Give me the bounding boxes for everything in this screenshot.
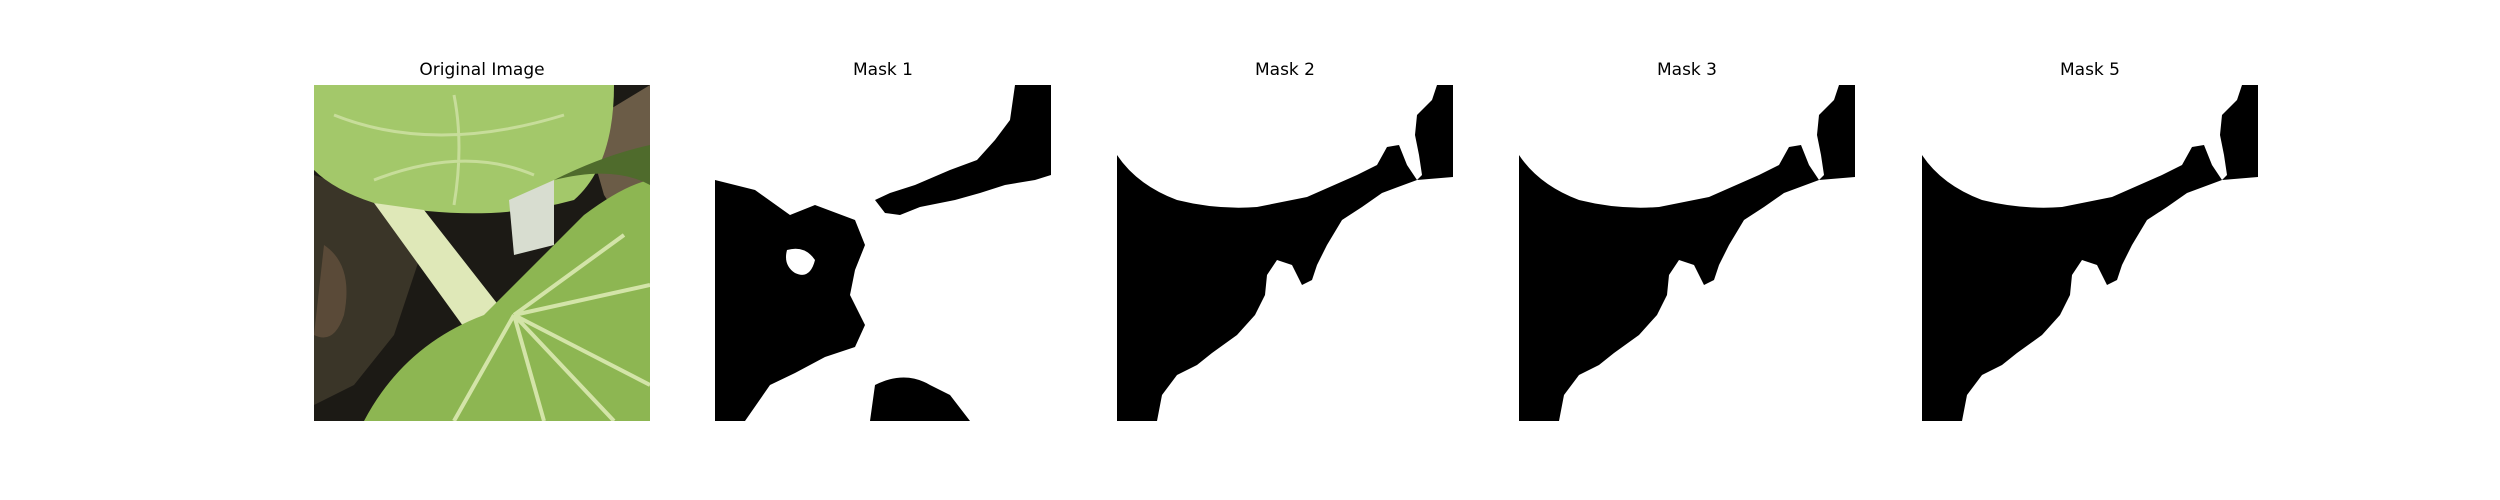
dried-leaf xyxy=(314,245,347,338)
mask-region xyxy=(1922,85,2258,421)
mask-region-top-right xyxy=(875,85,1051,215)
mask-hole xyxy=(786,248,815,275)
mask-region-left xyxy=(715,180,865,421)
original-image-panel: Original Image xyxy=(314,58,650,421)
mask-region-bottom xyxy=(870,377,970,421)
leaf-edge-shadow xyxy=(554,145,650,185)
pale-stem-base xyxy=(509,180,554,255)
mask-2-title: Mask 2 xyxy=(1254,60,1315,80)
mask-5-title: Mask 5 xyxy=(2059,60,2120,80)
top-leaf xyxy=(314,85,614,214)
mask-1-title: Mask 1 xyxy=(852,60,913,80)
mask-2-image xyxy=(1117,85,1453,421)
bottom-leaf xyxy=(364,180,650,421)
mask-5-panel: Mask 5 xyxy=(1922,58,2258,421)
mask-3-title: Mask 3 xyxy=(1656,60,1717,80)
bottom-leaf-veins xyxy=(452,233,650,421)
mask-region xyxy=(1117,85,1453,421)
mask-2-panel: Mask 2 xyxy=(1117,58,1453,421)
original-image xyxy=(314,85,650,421)
mask-3-image xyxy=(1519,85,1855,421)
mask-region xyxy=(1519,85,1855,421)
mask-1-panel: Mask 1 xyxy=(715,58,1051,421)
mask-5-image xyxy=(1922,85,2258,421)
top-leaf-veins xyxy=(333,94,565,206)
mask-1-image xyxy=(715,85,1051,421)
original-image-title: Original Image xyxy=(419,60,545,80)
mask-3-panel: Mask 3 xyxy=(1519,58,1855,421)
